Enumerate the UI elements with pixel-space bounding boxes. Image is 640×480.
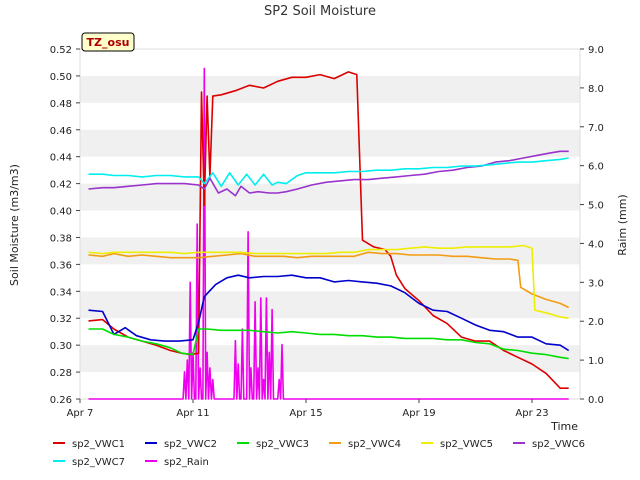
y-axis-label: Soil Moisture (m3/m3) bbox=[8, 164, 21, 286]
y-tick-label: 0.40 bbox=[50, 207, 72, 218]
series-line-sp2-vwc3 bbox=[88, 328, 569, 360]
legend-label: sp2_VWC1 bbox=[72, 439, 125, 450]
y2-tick-label: 2.0 bbox=[588, 317, 604, 328]
x-tick-label: Apr 11 bbox=[176, 408, 209, 419]
y2-tick-label: 4.0 bbox=[588, 239, 604, 250]
grid-band bbox=[80, 291, 580, 319]
axes: 0.26 0.28 0.30 0.32 0.34 0.36 0.38 0.40 0.42 0.44… bbox=[50, 45, 604, 419]
y2-tick-label: 9.0 bbox=[588, 45, 604, 56]
x-tick-label: Apr 19 bbox=[402, 408, 435, 419]
y-tick-label: 0.46 bbox=[50, 126, 72, 137]
grid-band bbox=[80, 183, 580, 211]
x-tick-label: Apr 15 bbox=[289, 408, 322, 419]
y-tick-label: 0.30 bbox=[50, 341, 72, 352]
y-tick-label: 0.26 bbox=[50, 395, 72, 406]
y-tick-label: 0.52 bbox=[50, 45, 72, 56]
x-axis-label: Time bbox=[550, 420, 578, 433]
grid-band bbox=[80, 237, 580, 265]
y-tick-label: 0.34 bbox=[50, 287, 72, 298]
y-tick-label: 0.32 bbox=[50, 314, 72, 325]
legend-label: sp2_VWC3 bbox=[256, 439, 309, 450]
y2-tick-label: 1.0 bbox=[588, 356, 604, 367]
grid-band bbox=[80, 75, 580, 103]
y2-axis-label: Raim (mm) bbox=[616, 194, 629, 255]
y2-tick-label: 0.0 bbox=[588, 395, 604, 406]
y-tick-label: 0.36 bbox=[50, 260, 72, 271]
x-tick-label: Apr 23 bbox=[515, 408, 548, 419]
grid-band bbox=[80, 345, 580, 373]
y2-tick-label: 8.0 bbox=[588, 84, 604, 95]
y-tick-label: 0.44 bbox=[50, 153, 72, 164]
legend-label: sp2_VWC6 bbox=[532, 439, 585, 450]
plot-area bbox=[88, 67, 570, 400]
y-tick-label: 0.38 bbox=[50, 233, 72, 244]
series-line-sp2-vwc4 bbox=[88, 251, 570, 309]
y2-tick-label: 7.0 bbox=[588, 123, 604, 134]
legend-label: sp2_VWC2 bbox=[164, 439, 217, 450]
legend-label: sp2_VWC7 bbox=[72, 457, 125, 468]
y-tick-label: 0.42 bbox=[50, 180, 72, 191]
y2-tick-label: 3.0 bbox=[588, 278, 604, 289]
chart-title: SP2 Soil Moisture bbox=[264, 4, 376, 19]
grid-bands bbox=[79, 48, 581, 400]
legend-label: sp2_VWC4 bbox=[348, 439, 401, 450]
legend-label: sp2_Rain bbox=[164, 457, 209, 468]
series-line-sp2-vwc2 bbox=[88, 274, 570, 352]
y-tick-label: 0.48 bbox=[50, 99, 72, 110]
y-tick-label: 0.28 bbox=[50, 368, 72, 379]
x-tick-label: Apr 7 bbox=[67, 408, 94, 419]
series-line-sp2-rain bbox=[88, 67, 569, 400]
y-tick-label: 0.50 bbox=[50, 72, 72, 83]
badge: TZ_osu bbox=[81, 32, 135, 52]
series-line-sp2-vwc7 bbox=[88, 157, 569, 188]
y2-tick-label: 5.0 bbox=[588, 201, 604, 212]
badge-label: TZ_osu bbox=[87, 36, 130, 49]
grid-band bbox=[80, 129, 580, 157]
legend: sp2_VWC1 sp2_VWC2 sp2_VWC3 sp2_VWC4 sp2_VWC5… bbox=[53, 439, 585, 468]
y2-tick-label: 6.0 bbox=[588, 162, 604, 173]
series-line-sp2-vwc5 bbox=[88, 244, 569, 319]
legend-label: sp2_VWC5 bbox=[440, 439, 493, 450]
